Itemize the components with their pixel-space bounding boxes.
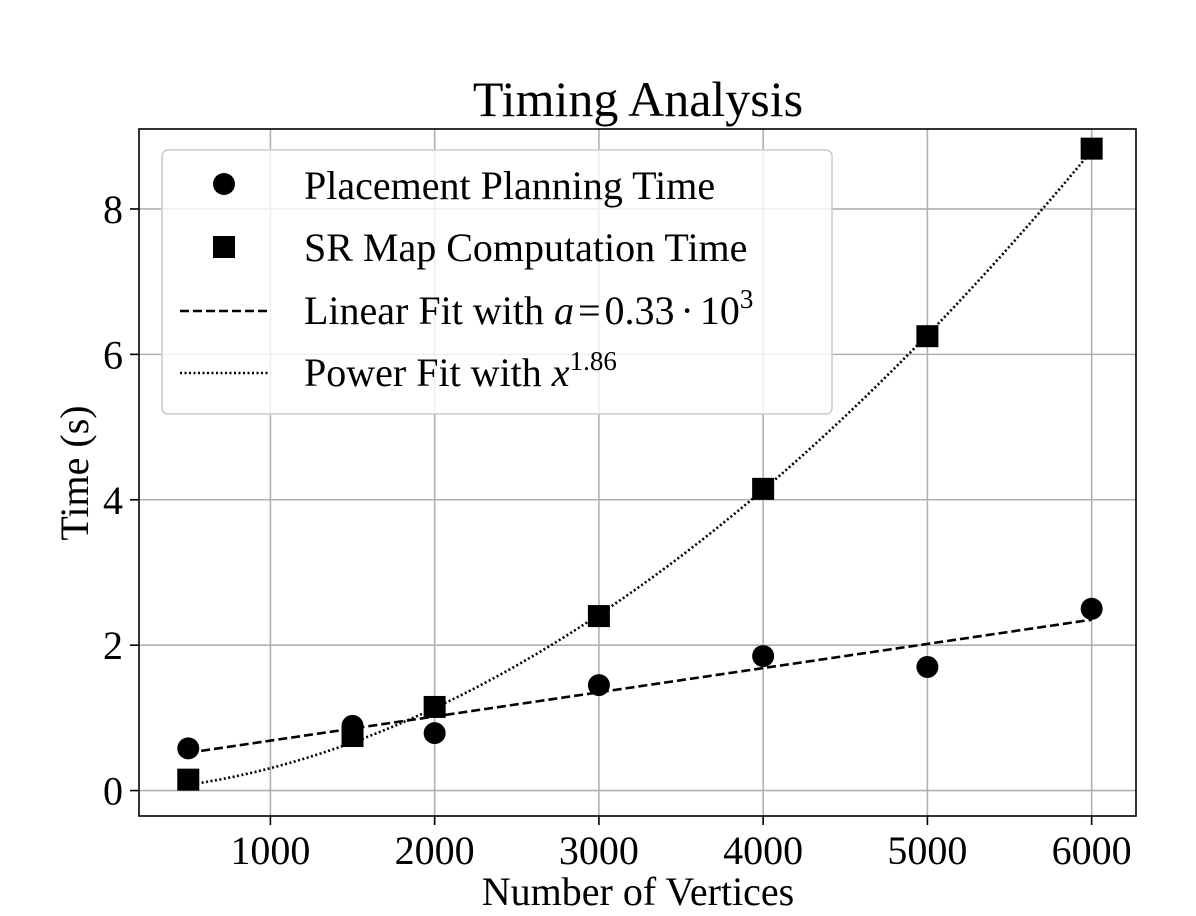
y-tick-label: 6 — [103, 332, 123, 377]
linear-fit-line — [188, 618, 1092, 755]
legend-label-sr-map: SR Map Computation Time — [304, 225, 747, 270]
x-tick-label: 3000 — [559, 828, 639, 873]
placement-planning-point — [587, 674, 610, 697]
linear-fit-eq: = — [578, 288, 601, 333]
legend-label-placement: Placement Planning Time — [304, 163, 715, 208]
linear-fit-base: 10 — [700, 288, 740, 333]
y-axis-ticks: 0 2 4 6 8 — [103, 187, 139, 814]
legend-square-marker — [213, 236, 235, 258]
sr-map-computation-point — [341, 725, 364, 748]
sr-map-computation-point — [177, 768, 200, 791]
power-fit-exp: 1.86 — [570, 346, 617, 376]
sr-map-computation-point — [752, 477, 775, 500]
chart-title: Timing Analysis — [473, 71, 803, 127]
placement-planning-point — [423, 722, 446, 745]
legend-label-power-fit: Power Fit with x1.86 — [304, 346, 617, 395]
y-axis-label: Time (s) — [52, 405, 97, 540]
x-tick-label: 6000 — [1052, 828, 1132, 873]
sr-map-computation-point — [587, 605, 610, 628]
linear-fit-dot: · — [681, 288, 694, 333]
linear-fit-exp: 3 — [740, 284, 754, 314]
y-tick-label: 2 — [103, 623, 123, 668]
linear-fit-prefix: Linear Fit with — [304, 288, 554, 333]
placement-planning-point — [1080, 597, 1103, 620]
linear-fit-var: a — [554, 288, 574, 333]
axes-frame — [138, 128, 1137, 817]
y-tick-label: 8 — [103, 187, 123, 232]
y-tick-label: 0 — [103, 769, 123, 814]
y-tick-label: 4 — [103, 478, 123, 523]
power-fit-line — [188, 149, 1093, 787]
power-fit-prefix: Power Fit with — [304, 350, 552, 395]
sr-map-computation-point — [1080, 137, 1103, 160]
power-fit-var: x — [551, 350, 570, 395]
legend-box — [161, 149, 833, 415]
placement-planning-point — [752, 645, 775, 668]
sr-map-computation-point — [423, 695, 446, 718]
fit-lines — [188, 149, 1093, 787]
x-tick-label: 5000 — [887, 828, 967, 873]
legend: Placement Planning Time SR Map Computati… — [161, 149, 833, 415]
placement-planning-point — [916, 655, 939, 678]
legend-circle-marker — [213, 173, 235, 195]
x-tick-label: 4000 — [723, 828, 803, 873]
linear-fit-value: 0.33 — [605, 288, 675, 333]
x-axis-ticks: 1000 2000 3000 4000 5000 6000 — [230, 816, 1132, 873]
data-points — [177, 137, 1103, 791]
placement-planning-point — [177, 737, 200, 760]
x-axis-label: Number of Vertices — [482, 869, 795, 914]
sr-map-computation-point — [916, 325, 939, 348]
x-tick-label: 1000 — [230, 828, 310, 873]
legend-label-linear-fit: Linear Fit with a = 0.33 · 103 — [304, 284, 753, 333]
x-tick-label: 2000 — [395, 828, 475, 873]
